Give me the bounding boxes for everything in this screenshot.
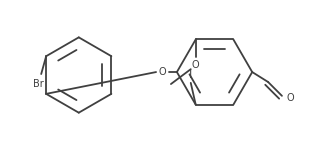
- Text: Br: Br: [33, 79, 44, 89]
- Text: O: O: [158, 67, 166, 77]
- Text: O: O: [286, 93, 294, 103]
- Text: O: O: [192, 60, 199, 70]
- Text: I: I: [189, 70, 193, 80]
